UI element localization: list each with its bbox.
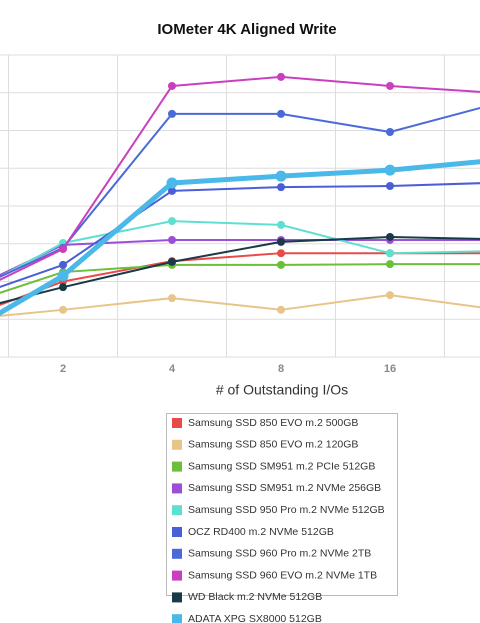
data-point	[277, 220, 285, 229]
legend-label: Samsung SSD SM951 m.2 PCIe 512GB	[188, 460, 375, 472]
legend-label: Samsung SSD 850 EVO m.2 500GB	[188, 417, 358, 429]
legend-swatch	[172, 548, 182, 559]
legend-swatch	[172, 592, 182, 603]
data-point	[386, 260, 394, 269]
series-line	[0, 294, 480, 317]
x-tick-label: 16	[384, 363, 396, 375]
x-tick-label: 8	[278, 363, 284, 375]
data-point	[59, 305, 67, 314]
series-line	[0, 75, 480, 281]
legend-label: Samsung SSD 850 EVO m.2 120GB	[188, 439, 358, 451]
legend-swatch	[172, 439, 182, 450]
legend-label: Samsung SSD SM951 m.2 NVMe 256GB	[188, 482, 381, 494]
data-point	[168, 217, 176, 226]
data-point	[168, 186, 176, 195]
data-point	[168, 294, 176, 303]
series-line	[0, 106, 480, 278]
data-point	[277, 72, 285, 81]
data-point	[59, 260, 67, 269]
legend-swatch	[172, 527, 182, 537]
data-point	[386, 291, 394, 300]
series-line	[0, 263, 480, 294]
data-point	[386, 128, 394, 137]
grid: 012345678	[0, 54, 480, 358]
legend-label: WD Black m.2 NVMe 512GB	[188, 591, 322, 603]
data-point	[168, 109, 176, 118]
data-point	[277, 249, 285, 258]
data-point	[168, 235, 176, 244]
legend-label: Samsung SSD 960 EVO m.2 NVMe 1TB	[188, 569, 377, 581]
data-point	[277, 260, 285, 269]
chart-title: IOMeter 4K Aligned Write	[157, 21, 336, 38]
data-point	[386, 249, 394, 258]
data-point	[168, 81, 176, 90]
data-point	[277, 183, 285, 192]
legend-box	[166, 413, 398, 596]
legend-swatch	[172, 418, 182, 428]
legend-label: OCZ RD400 m.2 NVMe 512GB	[188, 526, 334, 538]
legend-swatch	[172, 614, 182, 623]
x-tick-label: 2	[60, 363, 66, 375]
legend-swatch	[172, 570, 182, 581]
data-point	[166, 177, 178, 189]
data-point	[275, 170, 287, 182]
data-point	[59, 245, 67, 254]
legend-label: Samsung SSD 960 Pro m.2 NVMe 2TB	[188, 548, 371, 560]
data-point	[59, 283, 67, 292]
legend-swatch	[172, 483, 182, 494]
legend-label: Samsung SSD 950 Pro m.2 NVMe 512GB	[188, 504, 385, 516]
series-line	[0, 182, 480, 288]
data-point	[386, 81, 394, 90]
data-point	[277, 305, 285, 314]
legend-label: ADATA XPG SX8000 512GB	[188, 613, 322, 623]
data-point	[386, 232, 394, 241]
x-axis-label: # of Outstanding I/Os	[216, 382, 348, 398]
series-line	[0, 159, 480, 316]
x-tick-label: 4	[169, 363, 176, 375]
series-line	[0, 220, 480, 278]
data-point	[277, 237, 285, 246]
legend-swatch	[172, 505, 182, 516]
legend-swatch	[172, 461, 182, 472]
data-point	[386, 181, 394, 190]
data-point	[57, 270, 69, 282]
data-point	[277, 109, 285, 118]
data-point	[384, 164, 396, 176]
data-point	[168, 257, 176, 266]
series-line	[0, 235, 480, 305]
